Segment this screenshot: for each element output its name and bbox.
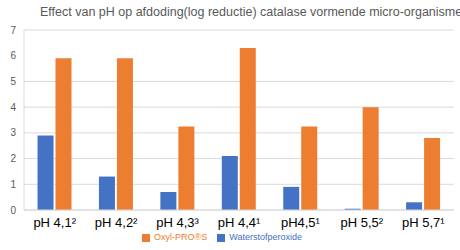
svg-text:1: 1 — [10, 179, 16, 190]
svg-text:4: 4 — [10, 102, 16, 113]
svg-text:6: 6 — [10, 50, 16, 61]
svg-text:2: 2 — [10, 153, 16, 164]
svg-text:7: 7 — [10, 25, 16, 36]
svg-text:pH 4,1²: pH 4,1² — [33, 215, 76, 230]
svg-text:pH 4,2²: pH 4,2² — [95, 215, 138, 230]
html-text:Oxyl-PRO®S: Oxyl-PRO®S — [154, 232, 208, 242]
svg-text:pH4,5¹: pH4,5¹ — [281, 215, 321, 230]
svg-text:pH 5,7¹: pH 5,7¹ — [402, 215, 445, 230]
svg-text:pH 4,4¹: pH 4,4¹ — [218, 215, 261, 230]
svg-text:5: 5 — [10, 76, 16, 87]
svg-text:0: 0 — [10, 205, 16, 216]
svg-text:3: 3 — [10, 127, 16, 138]
svg-text:pH 4,3³: pH 4,3³ — [156, 215, 199, 230]
html-text:Waterstofperoxide: Waterstofperoxide — [229, 232, 302, 242]
svg-text:pH 5,5²: pH 5,5² — [341, 215, 384, 230]
